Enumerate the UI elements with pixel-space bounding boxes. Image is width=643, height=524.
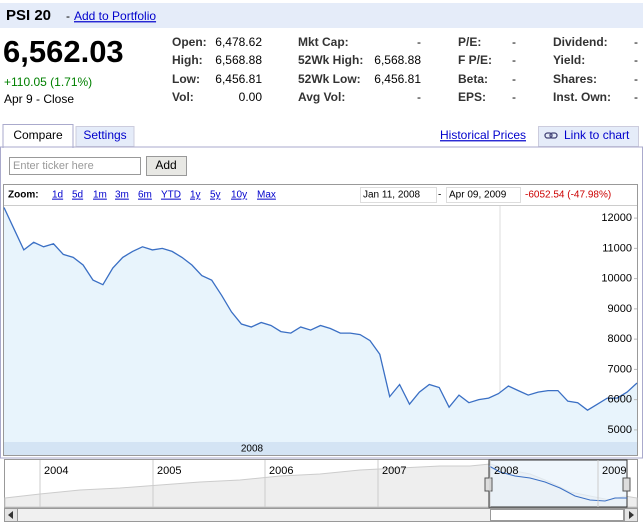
date-box	[360, 187, 437, 203]
link-label[interactable]: Link to chart	[564, 128, 630, 142]
title: PSI 20	[6, 7, 51, 24]
stat-label: Dividend:	[553, 35, 608, 49]
price-line	[3, 207, 638, 411]
zoom-option[interactable]: 5d	[72, 190, 83, 201]
add-button[interactable]	[146, 156, 187, 176]
zoom-options: 1d 5d 1m 3m 6m YTD 1y 5y 10y Max	[52, 190, 276, 201]
stat-value: -	[634, 53, 638, 67]
zoom-option[interactable]: 10y	[231, 190, 247, 201]
stat-label: P/E:	[458, 35, 481, 49]
stat-label: EPS:	[458, 90, 486, 104]
navigator-line	[488, 465, 627, 502]
stat-value: 6,456.81	[215, 72, 262, 86]
date-box	[446, 187, 521, 203]
separator: -	[66, 9, 70, 23]
zoom-option[interactable]: Max	[257, 190, 276, 201]
year-label: 2007	[382, 465, 406, 477]
year-label: 2006	[269, 465, 293, 477]
stat-value: 6,456.81	[374, 72, 421, 86]
tab-label[interactable]: Compare	[13, 128, 63, 142]
zoom-option[interactable]: 6m	[138, 190, 152, 201]
zoom-option[interactable]: YTD	[161, 190, 181, 201]
historical-link[interactable]: Historical Prices	[440, 128, 526, 142]
arrow	[629, 511, 634, 519]
y-tick-label: 6000	[608, 394, 632, 406]
stat-value: -	[417, 35, 421, 49]
range-separator: -	[438, 190, 441, 201]
y-tick-label: 12000	[601, 212, 632, 224]
range-end: Apr 09, 2009	[449, 190, 507, 201]
add-portfolio-link[interactable]: Add to Portfolio	[74, 9, 156, 23]
navigator-years: 2004 2005 2006 2007 2008 2009	[39, 460, 626, 507]
stat-value: -	[634, 90, 638, 104]
add-button-label[interactable]: Add	[155, 158, 176, 172]
area	[4, 207, 637, 442]
y-tick-label: 9000	[608, 303, 632, 315]
stat-value: -	[512, 53, 516, 67]
stat-label: 52Wk Low:	[298, 72, 361, 86]
navigator-handle[interactable]	[484, 477, 493, 492]
stat-label: Beta:	[458, 72, 488, 86]
stat-label: Shares:	[553, 72, 597, 86]
zoom-option[interactable]: 1m	[93, 190, 107, 201]
change: +110.05 (1.71%)	[4, 75, 92, 89]
year-label: 2009	[602, 465, 626, 477]
zoom-label: Zoom:	[8, 190, 39, 201]
placeholder: Enter ticker here	[13, 160, 94, 172]
y-tick-label: 8000	[608, 333, 632, 345]
stat-label: Low:	[172, 72, 200, 86]
zoom-divider	[4, 205, 637, 206]
stat-value: -	[512, 90, 516, 104]
stat-value: 0.00	[239, 90, 263, 104]
stat-value: 6,478.62	[215, 35, 262, 49]
close-date: Apr 9 - Close	[4, 92, 74, 106]
stat-label: Mkt Cap:	[298, 35, 349, 49]
stat-value: -	[417, 90, 421, 104]
stat-label: Vol:	[172, 90, 194, 104]
range-change: -6052.54 (-47.98%)	[525, 190, 611, 201]
price: 6,562.03	[3, 34, 124, 69]
tab-label[interactable]: Settings	[83, 128, 126, 142]
stats: Open: 6,478.62 High: 6,568.88 Low: 6,456.81 Vo…	[172, 35, 638, 104]
x-band	[4, 442, 637, 455]
y-tick-label: 7000	[608, 363, 632, 375]
stat-value: -	[634, 72, 638, 86]
stat-label: Inst. Own:	[553, 90, 611, 104]
y-tick-label: 10000	[601, 273, 632, 285]
stat-label: Open:	[172, 35, 207, 49]
stat-value: 6,568.88	[215, 53, 262, 67]
zoom-option[interactable]: 1d	[52, 190, 63, 201]
arrow	[8, 511, 13, 519]
zoom-option[interactable]: 1y	[190, 190, 201, 201]
stat-label: High:	[172, 53, 203, 67]
scroll-thumb[interactable]	[490, 509, 624, 521]
stat-value: -	[512, 35, 516, 49]
x-band-label: 2008	[241, 444, 264, 455]
stat-value: 6,568.88	[374, 53, 421, 67]
stat-label: Avg Vol:	[298, 90, 345, 104]
navigator-handle[interactable]	[622, 477, 631, 492]
year-label: 2005	[157, 465, 181, 477]
zoom-option[interactable]: 3m	[115, 190, 129, 201]
zoom-option[interactable]: 5y	[210, 190, 221, 201]
ticker-input[interactable]	[9, 157, 141, 175]
stat-value: -	[512, 72, 516, 86]
link-icon	[544, 132, 558, 139]
stat-value: -	[634, 35, 638, 49]
stat-label: Yield:	[553, 53, 585, 67]
year-label: 2004	[44, 465, 68, 477]
plot: 5000 6000 7000 8000 9000 10000 11000 12000	[3, 206, 638, 442]
year-label: 2008	[494, 465, 518, 477]
stat-label: 52Wk High:	[298, 53, 363, 67]
y-tick-label: 5000	[608, 424, 632, 436]
range-start: Jan 11, 2008	[363, 190, 421, 201]
stat-label: F P/E:	[458, 53, 492, 67]
y-tick-label: 11000	[602, 242, 632, 254]
header-bar	[0, 3, 643, 28]
